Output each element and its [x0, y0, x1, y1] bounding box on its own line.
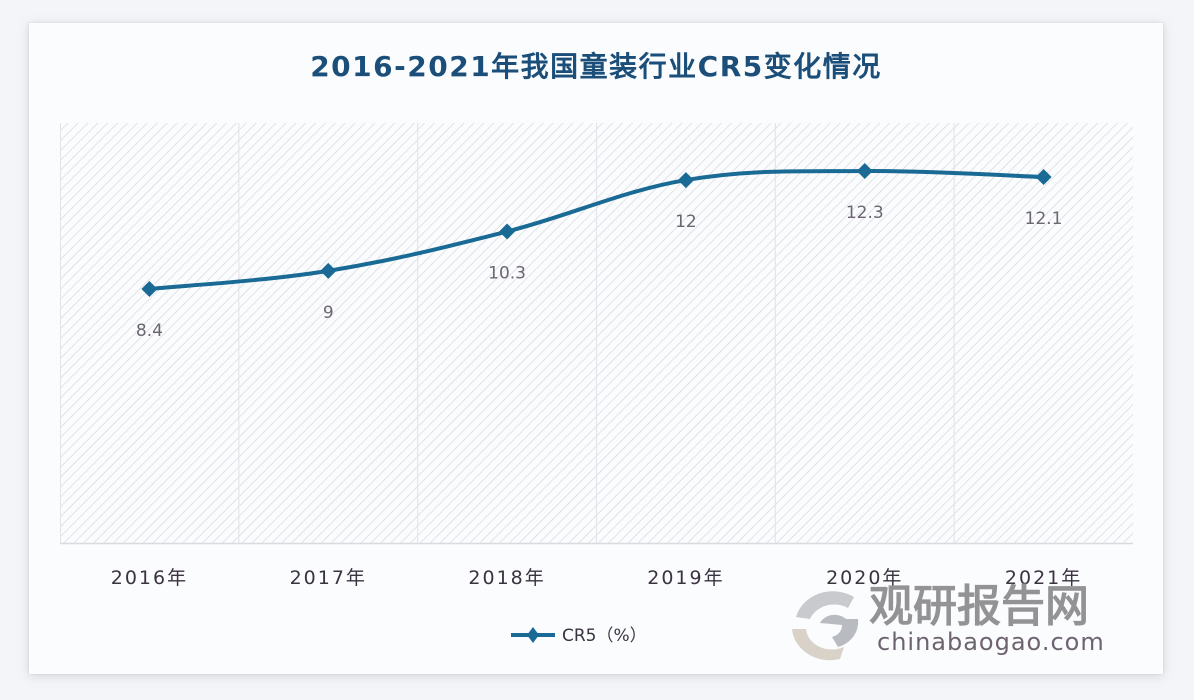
x-axis-label: 2021年 — [1005, 567, 1082, 589]
data-point-diamond-icon — [499, 223, 516, 240]
gridlines — [238, 123, 955, 543]
x-axis-label: 2017年 — [290, 567, 367, 589]
data-labels: 8.4 9 10.3 12 12.3 12.1 — [136, 203, 1063, 341]
data-label: 10.3 — [488, 264, 526, 284]
data-label: 9 — [323, 303, 334, 323]
data-point-diamond-icon — [141, 281, 158, 297]
x-axis-labels: 2016年 2017年 2018年 2019年 2020年 2021年 — [111, 567, 1082, 589]
data-label: 12.1 — [1025, 209, 1063, 229]
legend: CR5（%） — [511, 626, 647, 646]
data-point-diamond-icon — [1035, 169, 1052, 186]
data-point-diamond-icon — [320, 262, 337, 279]
svg-text:观研报告网: 观研报告网 — [869, 581, 1089, 632]
data-label: 12.3 — [846, 203, 884, 223]
data-label: 8.4 — [136, 321, 163, 341]
cr5-markers — [141, 163, 1052, 297]
data-point-diamond-icon — [677, 172, 694, 189]
x-axis-label: 2016年 — [111, 567, 188, 589]
legend-label: CR5（%） — [562, 626, 647, 646]
x-axis-label: 2018年 — [468, 567, 545, 589]
data-point-diamond-icon — [856, 163, 873, 179]
cr5-series-line — [147, 168, 1046, 291]
chart-title: 2016-2021年我国童装行业CR5变化情况 — [310, 50, 882, 83]
watermark: 观研报告网 chinabaogao.com — [792, 581, 1105, 661]
watermark-logo-icon — [792, 591, 859, 661]
legend-diamond-icon — [527, 627, 539, 643]
svg-text:chinabaogao.com: chinabaogao.com — [877, 628, 1105, 656]
x-axis-label: 2019年 — [647, 567, 724, 589]
chart-card: 2016-2021年我国童装行业CR5变化情况 8.4 9 10.3 12 12.3 12… — [29, 23, 1163, 674]
x-axis-label: 2020年 — [826, 567, 903, 589]
data-label: 12 — [675, 212, 697, 232]
